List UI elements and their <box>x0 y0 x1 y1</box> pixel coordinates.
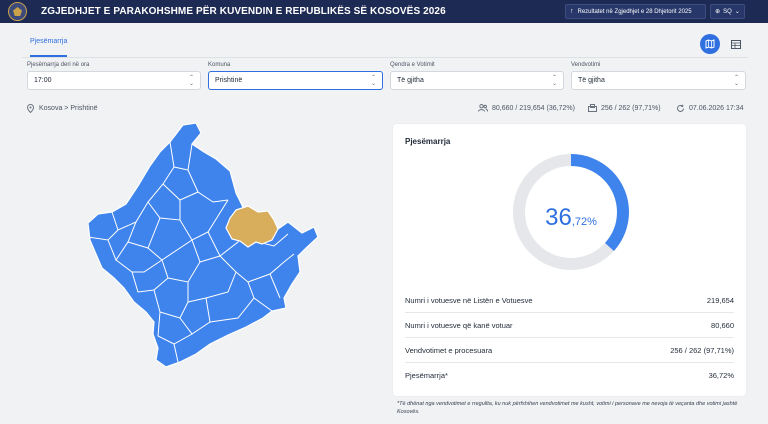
turnout-percentage: 36,72% <box>511 204 631 232</box>
stat-row-voted: Numri i votuesve që kanë votuar 80,660 <box>405 313 734 338</box>
municipality-select-value: Prishtinë <box>215 77 243 84</box>
filter-polling-center: Qendra e Votimit Të gjitha ⌃ ⌄ <box>390 62 564 90</box>
row-label: Numri i votuesve që kanë votuar <box>405 320 513 330</box>
stat-row-turnout: Pjesëmarrja* 36,72% <box>405 363 734 388</box>
stat-row-stations: Vendvotimet e procesuara 256 / 262 (97,7… <box>405 338 734 363</box>
filter-polling-station: Vendvotimi Të gjitha ⌃ ⌄ <box>571 62 746 90</box>
cec-logo <box>8 2 27 21</box>
turnout-int: 36 <box>545 204 572 231</box>
row-value: 219,654 <box>706 295 734 305</box>
table-view-button[interactable] <box>726 34 746 54</box>
row-value: 256 / 262 (97,71%) <box>670 345 734 355</box>
sort-chevron-icon: ⌃ ⌄ <box>551 75 557 87</box>
kosovo-outline <box>88 122 319 368</box>
donut-progress <box>513 154 629 270</box>
language-selector[interactable]: ⊕ SQ ⌄ <box>710 4 745 19</box>
stations-stat: 256 / 262 (97,71%) <box>588 104 661 112</box>
row-label: Vendvotimet e procesuara <box>405 345 493 355</box>
previous-results-button[interactable]: ↑ Rezultatet në Zgjedhjet e 28 Dhjetorit… <box>565 4 706 19</box>
map-icon <box>705 39 715 49</box>
filter-polling-station-label: Vendvotimi <box>571 62 601 68</box>
updated-stat-text: 07.06.2026 17:34 <box>689 105 744 112</box>
refresh-icon <box>677 104 684 112</box>
row-label: Numri i votuesve në Listën e Votuesve <box>405 295 533 305</box>
turnout-card: Pjesëmarrja 36,72% Numri i votuesve në L… <box>393 124 746 396</box>
voters-stat: 80,660 / 219,654 (36,72%) <box>478 104 575 112</box>
arrow-up-icon: ↑ <box>570 8 574 15</box>
sort-chevron-icon: ⌃ ⌄ <box>733 75 739 87</box>
polling-station-select-value: Të gjitha <box>578 77 605 84</box>
polling-station-select[interactable]: Të gjitha ⌃ ⌄ <box>571 71 746 90</box>
table-icon <box>731 39 741 49</box>
filter-time: Pjesëmarrja deri në ora 17:00 ⌃ ⌄ <box>27 62 201 90</box>
polling-center-select-value: Të gjitha <box>397 77 424 84</box>
footnote: *Të dhënat nga vendvotimet e rregullta, … <box>397 401 738 415</box>
chevron-down-icon: ⌄ <box>734 9 740 15</box>
tab-turnout[interactable]: Pjesëmarrja <box>30 38 68 57</box>
users-icon <box>478 104 488 112</box>
polling-center-select[interactable]: Të gjitha ⌃ ⌄ <box>390 71 564 90</box>
municipality-prishtine-highlight[interactable] <box>225 205 279 248</box>
time-select[interactable]: 17:00 ⌃ ⌄ <box>27 71 201 90</box>
row-value: 36,72% <box>708 371 734 380</box>
turnout-donut-chart <box>513 154 629 270</box>
row-value: 80,660 <box>711 320 734 330</box>
breadcrumb-text: Kosova > Prishtinë <box>39 105 98 112</box>
breadcrumb: Kosova > Prishtinë <box>27 104 98 113</box>
page-title: ZGJEDHJET E PARAKOHSHME PËR KUVENDIN E R… <box>41 6 446 17</box>
tab-bar: Pjesëmarrja <box>22 34 748 58</box>
municipality-select[interactable]: Prishtinë ⌃ ⌄ <box>208 71 383 90</box>
ballot-box-icon <box>588 104 597 112</box>
filter-municipality: Komuna Prishtinë ⌃ ⌄ <box>208 62 383 90</box>
card-title: Pjesëmarrja <box>405 137 451 146</box>
filter-polling-center-label: Qendra e Votimit <box>390 62 435 68</box>
previous-results-label: Rezultatet në Zgjedhjet e 28 Dhjetorit 2… <box>577 8 692 15</box>
sort-chevron-icon: ⌃ ⌄ <box>188 75 194 87</box>
location-pin-icon <box>27 104 34 113</box>
stat-row-registered: Numri i votuesve në Listën e Votuesve 21… <box>405 288 734 313</box>
updated-stat: 07.06.2026 17:34 <box>676 104 744 113</box>
turnout-dec: ,72% <box>571 216 597 228</box>
voters-stat-text: 80,660 / 219,654 (36,72%) <box>492 104 575 112</box>
filter-municipality-label: Komuna <box>208 62 231 68</box>
kosovo-map <box>88 122 319 368</box>
top-bar: ZGJEDHJET E PARAKOHSHME PËR KUVENDIN E R… <box>0 0 768 23</box>
sort-chevron-icon: ⌃ ⌄ <box>370 75 376 87</box>
filter-time-label: Pjesëmarrja deri në ora <box>27 62 90 68</box>
time-select-value: 17:00 <box>34 77 52 84</box>
globe-icon: ⊕ <box>715 9 721 15</box>
language-label: SQ <box>723 8 732 15</box>
stations-stat-text: 256 / 262 (97,71%) <box>601 104 661 112</box>
map-view-button[interactable] <box>700 34 720 54</box>
row-label: Pjesëmarrja* <box>405 371 448 380</box>
